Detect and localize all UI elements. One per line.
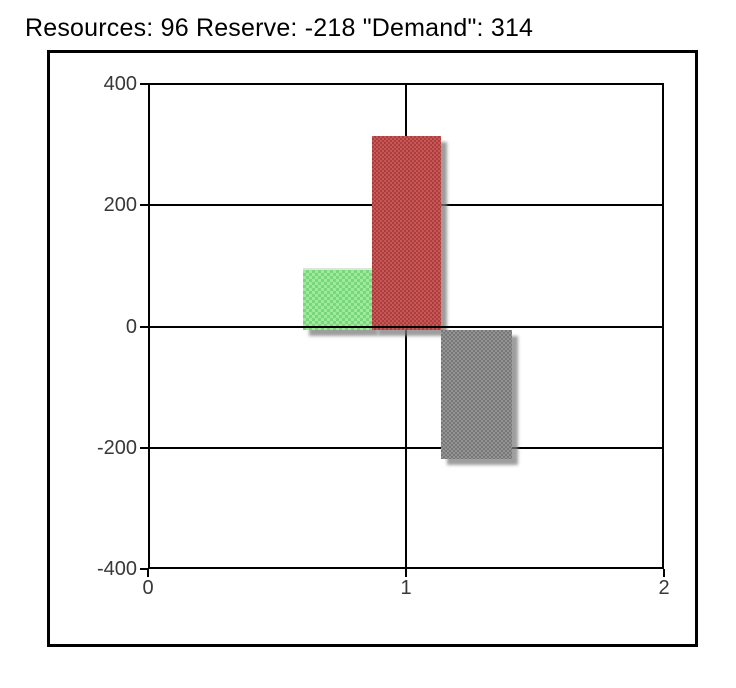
chart-frame: 400 200 0 -200 -400 0 1 2 <box>47 50 698 647</box>
y-tick-label: 200 <box>103 194 137 216</box>
chart-title: Resources: 96 Reserve: -218 "Demand": 31… <box>25 14 534 42</box>
x-tick-label: 2 <box>658 577 670 599</box>
x-axis-tick <box>147 569 149 577</box>
y-axis-tick <box>140 568 148 570</box>
x-axis-tick <box>663 569 665 577</box>
bar-resources <box>303 268 372 330</box>
y-tick-label: 0 <box>125 316 137 338</box>
y-axis-tick <box>140 204 148 206</box>
plot-area: 400 200 0 -200 -400 0 1 2 <box>97 73 670 599</box>
x-axis-tick <box>405 569 407 577</box>
y-tick-label: -200 <box>96 437 137 459</box>
x-tick-label: 1 <box>400 577 412 599</box>
y-axis-tick <box>140 447 148 449</box>
zero-axis-line <box>148 326 664 328</box>
y-axis-tick <box>140 83 148 85</box>
bar-demand <box>372 136 441 330</box>
y-axis-tick <box>140 326 148 328</box>
y-tick-label: -400 <box>96 558 137 580</box>
x-tick-label: 0 <box>142 577 154 599</box>
y-tick-label: 400 <box>103 73 137 95</box>
bar-reserve <box>441 330 512 459</box>
